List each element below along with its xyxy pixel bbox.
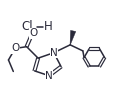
- Text: N: N: [50, 48, 58, 58]
- Text: O: O: [29, 28, 37, 38]
- Text: Cl: Cl: [21, 20, 33, 33]
- Text: O: O: [11, 43, 19, 53]
- Text: N: N: [45, 71, 53, 81]
- Polygon shape: [70, 30, 76, 45]
- Text: H: H: [43, 20, 52, 33]
